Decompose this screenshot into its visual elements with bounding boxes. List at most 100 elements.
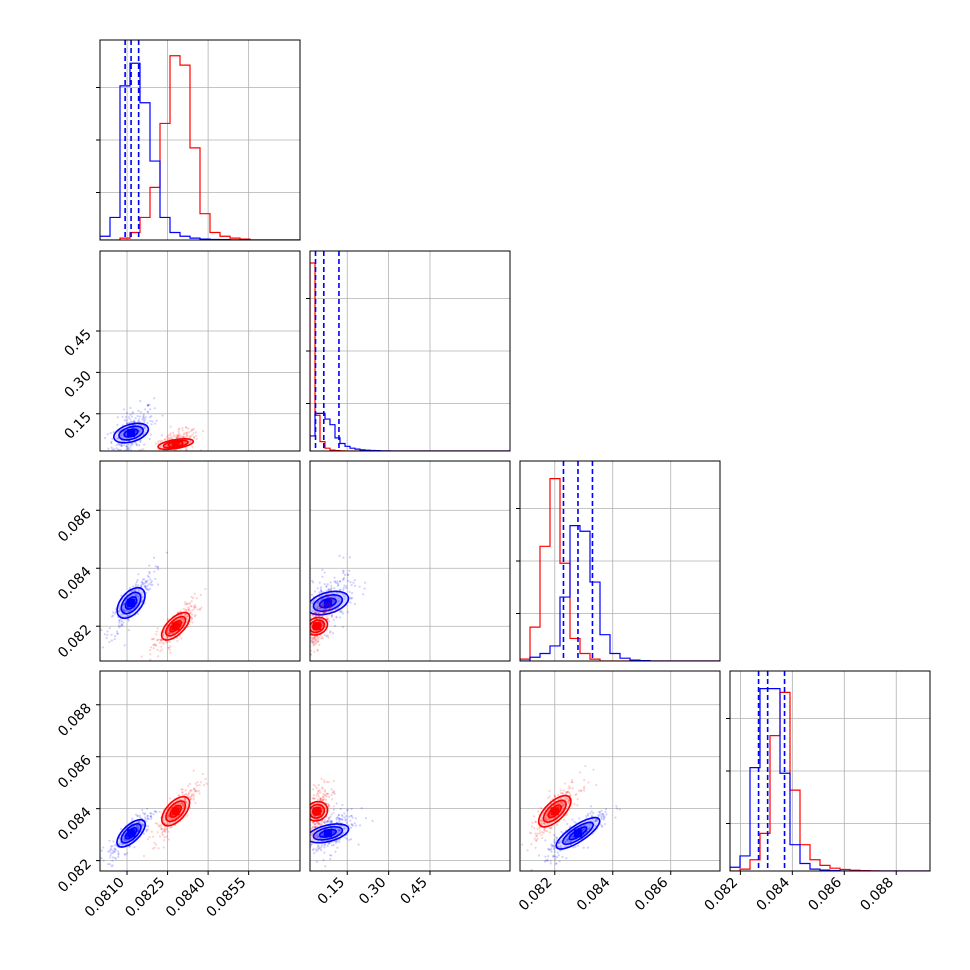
sample-point — [142, 832, 146, 835]
sample-point — [189, 609, 192, 612]
sample-point — [342, 578, 345, 581]
sample-point — [329, 821, 333, 824]
sample-point — [179, 451, 181, 453]
sample-point — [153, 637, 156, 640]
sample-point — [341, 815, 344, 818]
sample-point — [542, 831, 545, 834]
sample-point — [144, 425, 147, 429]
sample-point — [125, 411, 128, 415]
sample-point — [557, 841, 560, 844]
sample-point — [318, 591, 321, 594]
sample-point — [579, 789, 582, 793]
sample-point — [550, 845, 553, 848]
sample-point — [131, 412, 134, 415]
sample-point — [162, 829, 165, 833]
sample-point — [305, 833, 307, 835]
sample-point — [312, 600, 315, 603]
sample-point — [312, 797, 315, 800]
sample-point — [336, 846, 339, 849]
sample-point — [109, 848, 112, 851]
sample-point — [316, 606, 319, 609]
sample-point — [306, 821, 308, 823]
x-tick-label: 0.086 — [632, 874, 672, 914]
sample-point — [349, 581, 352, 584]
sample-point — [116, 632, 119, 635]
sample-point — [347, 808, 350, 811]
sample-point — [108, 839, 111, 842]
sample-point — [312, 794, 315, 797]
sample-point — [149, 466, 151, 468]
sample-point — [303, 823, 305, 825]
sample-point — [132, 585, 135, 588]
sample-point — [314, 848, 318, 851]
sample-point — [339, 824, 342, 827]
sample-point — [303, 644, 305, 646]
sample-point — [137, 409, 140, 412]
density-peak — [323, 829, 332, 838]
sample-point — [190, 428, 193, 431]
sample-point — [337, 829, 340, 832]
sample-point — [110, 845, 113, 848]
sample-point — [107, 455, 109, 457]
sample-point — [187, 427, 190, 430]
sample-point — [337, 583, 340, 586]
sample-point — [313, 829, 317, 832]
sample-point — [184, 601, 187, 604]
sample-point — [163, 438, 166, 441]
sample-point — [350, 815, 353, 818]
sample-point — [323, 790, 326, 793]
sample-point — [150, 817, 153, 820]
sample-point — [318, 614, 321, 617]
sample-point — [316, 825, 319, 828]
sample-point — [305, 645, 307, 647]
sample-point — [119, 434, 122, 437]
sample-point — [614, 816, 617, 819]
sample-point — [306, 803, 308, 805]
sample-point — [302, 855, 304, 857]
sample-point — [154, 843, 158, 846]
sample-point — [600, 825, 604, 828]
sample-point — [345, 585, 348, 588]
sample-point — [195, 597, 198, 600]
sample-point — [589, 812, 592, 815]
sample-point — [167, 632, 171, 636]
sample-point — [196, 781, 199, 784]
sample-point — [157, 455, 159, 457]
sample-point — [128, 845, 131, 848]
sample-point — [194, 605, 197, 608]
sample-point — [330, 598, 333, 601]
sample-point — [151, 583, 154, 586]
sample-point — [586, 846, 590, 849]
sample-point — [185, 431, 189, 434]
sample-point — [116, 416, 119, 419]
sample-point — [311, 579, 314, 582]
sample-point — [189, 604, 192, 607]
sample-point — [114, 454, 116, 456]
sample-point — [146, 814, 149, 818]
sample-point — [575, 793, 578, 796]
sample-point — [592, 768, 595, 771]
sample-point — [335, 581, 338, 584]
sample-point — [160, 648, 163, 651]
sample-point — [560, 830, 563, 833]
sample-point — [307, 838, 309, 840]
sample-point — [306, 637, 308, 639]
sample-point — [326, 792, 329, 796]
sample-point — [148, 437, 151, 441]
sample-point — [559, 789, 562, 792]
sample-point — [314, 611, 317, 614]
sample-point — [143, 421, 146, 424]
sample-point — [111, 849, 114, 852]
x-tick-label: 0.45 — [397, 875, 430, 908]
sample-point — [191, 446, 194, 449]
sample-point — [571, 778, 574, 781]
sample-point — [569, 793, 572, 797]
panel-frame — [99, 39, 301, 241]
sample-point — [349, 601, 352, 604]
sample-point — [117, 455, 119, 457]
sample-point — [147, 576, 151, 579]
sample-point — [583, 785, 586, 788]
sample-point — [316, 605, 319, 608]
sample-point — [133, 420, 136, 423]
sample-point — [154, 422, 157, 425]
